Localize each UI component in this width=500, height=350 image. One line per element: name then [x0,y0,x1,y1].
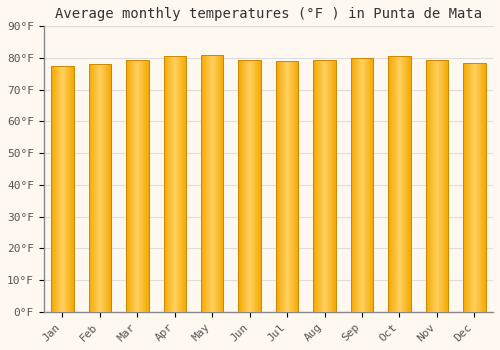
Bar [164,56,186,312]
Bar [88,64,111,312]
Title: Average monthly temperatures (°F ) in Punta de Mata: Average monthly temperatures (°F ) in Pu… [55,7,482,21]
Bar [350,58,373,312]
Bar [238,60,261,312]
Bar [314,60,336,312]
Bar [426,60,448,312]
Bar [276,61,298,312]
Bar [463,63,485,312]
Bar [126,60,148,312]
Bar [201,55,224,312]
Bar [388,56,410,312]
Bar [51,66,74,312]
